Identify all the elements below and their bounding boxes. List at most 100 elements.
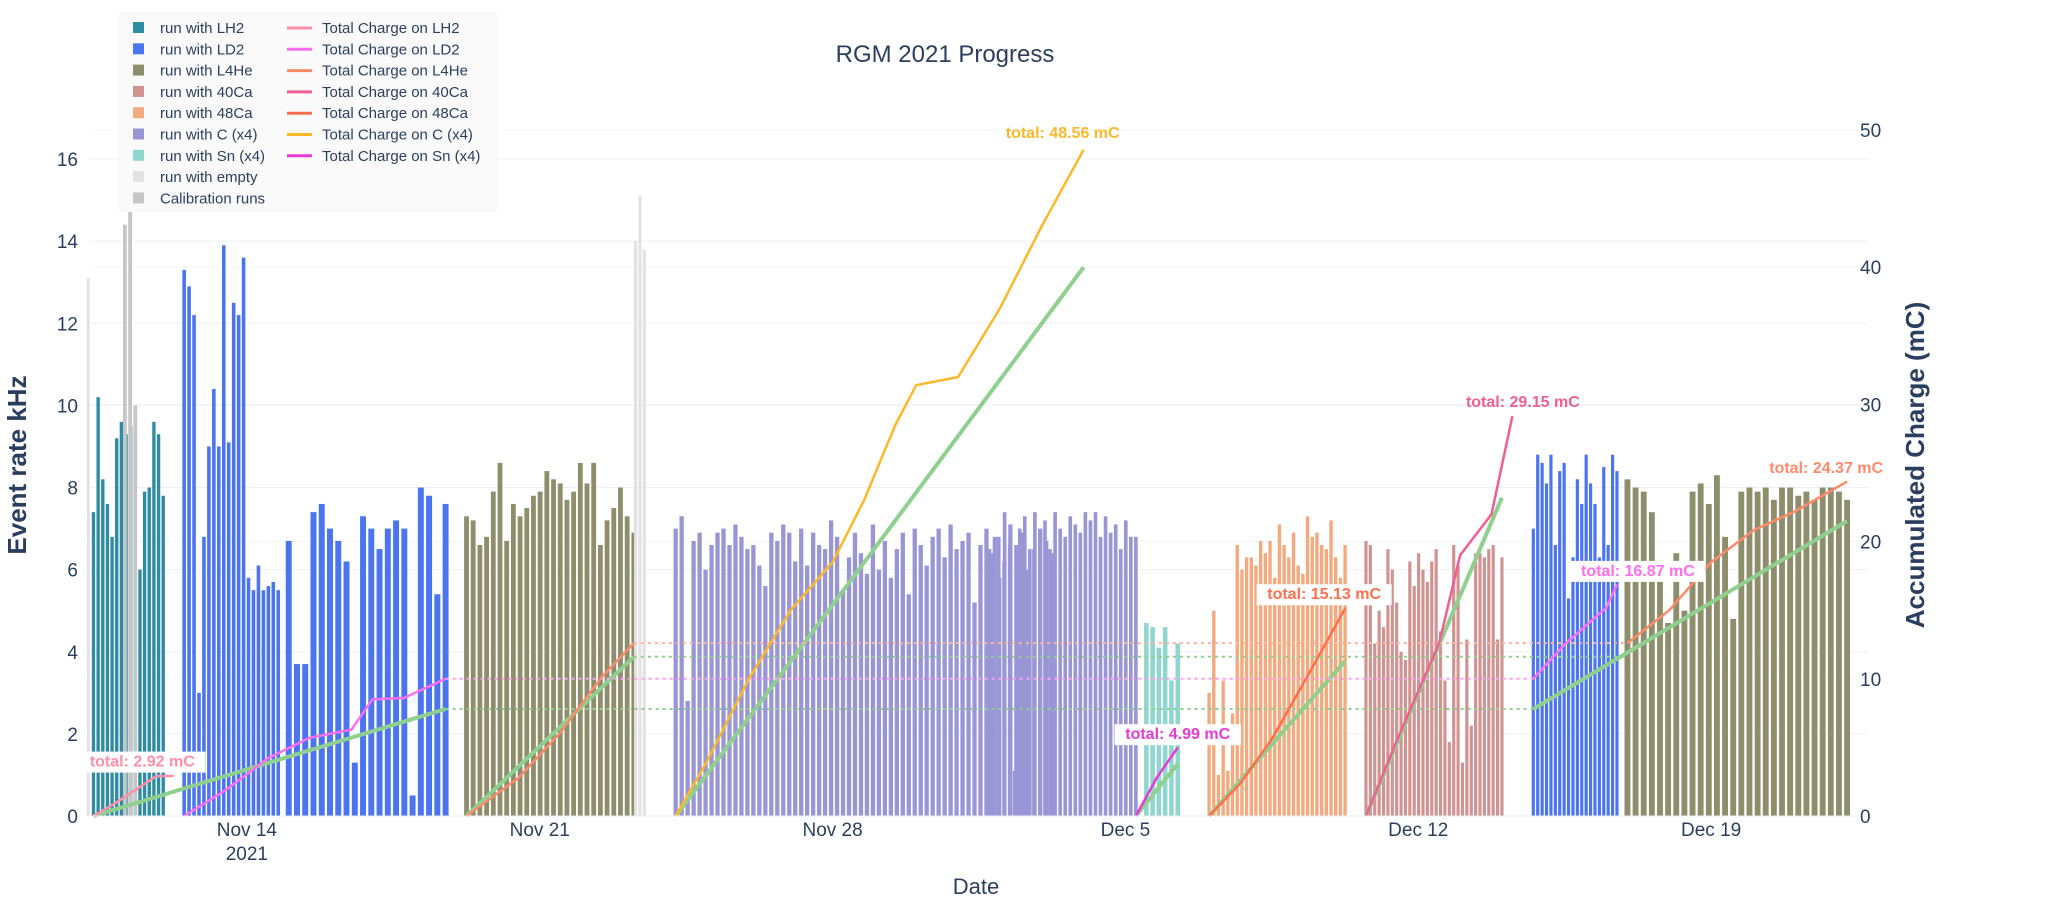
bar xyxy=(207,446,211,816)
charge-line xyxy=(1208,607,1347,817)
bar xyxy=(900,532,905,816)
bar xyxy=(434,594,441,816)
bar xyxy=(261,590,266,816)
y2-axis-ticks: 0 10 20 30 40 50 xyxy=(1860,121,1881,828)
legend-swatch xyxy=(133,149,144,161)
bar xyxy=(1487,549,1491,816)
bar xyxy=(1315,532,1319,816)
bar xyxy=(217,446,221,816)
bar xyxy=(624,516,630,816)
bar xyxy=(1562,462,1566,816)
legend-label: Total Charge on 48Ca xyxy=(322,105,469,122)
bar xyxy=(285,540,292,816)
bar xyxy=(1425,581,1429,816)
bar xyxy=(954,549,959,816)
bar xyxy=(1390,569,1394,816)
bar xyxy=(351,762,358,816)
charge-line xyxy=(1364,415,1514,817)
bar xyxy=(1230,713,1235,816)
bar xyxy=(1762,487,1769,816)
annotation-label: total: 29.15 mC xyxy=(1466,394,1580,411)
annotation-label: total: 16.87 mC xyxy=(1581,563,1695,580)
bar xyxy=(393,520,400,816)
bar xyxy=(984,528,989,816)
bar xyxy=(1465,639,1469,816)
annotation-label: total: 15.13 mC xyxy=(1267,586,1381,603)
y-tick-label: 16 xyxy=(57,150,78,171)
bar xyxy=(464,516,469,816)
bar xyxy=(510,503,516,816)
bar xyxy=(894,549,899,816)
bar xyxy=(1073,524,1078,816)
bar xyxy=(1093,512,1098,816)
bar xyxy=(368,528,375,816)
legend-label: Calibration runs xyxy=(160,190,265,207)
bar xyxy=(294,664,300,816)
bar xyxy=(110,536,114,816)
bar xyxy=(1043,520,1047,816)
bar xyxy=(1500,557,1504,816)
bar xyxy=(1430,561,1434,816)
bar xyxy=(793,561,798,816)
y2-tick-label: 30 xyxy=(1860,395,1881,416)
bar xyxy=(236,315,241,816)
bar xyxy=(642,249,646,816)
y-axis-title: Event rate kHz xyxy=(2,375,32,554)
bar xyxy=(1584,454,1588,816)
bar xyxy=(187,286,191,817)
bar xyxy=(544,471,550,816)
bar xyxy=(604,520,610,816)
bar xyxy=(335,540,342,816)
bar xyxy=(551,479,556,816)
bar xyxy=(697,532,702,816)
x-axis-ticks: Nov 14 2021 Nov 21 Nov 28 Dec 5 Dec 12 Dec 19 xyxy=(217,820,1741,865)
bar xyxy=(1738,491,1745,816)
bar xyxy=(1434,549,1438,816)
bar xyxy=(128,200,132,816)
bar xyxy=(1169,680,1174,816)
reference-line xyxy=(92,707,447,818)
bar xyxy=(1787,487,1794,816)
bar xyxy=(978,545,983,816)
legend-swatch xyxy=(133,107,144,119)
bar xyxy=(1575,479,1579,816)
bar xyxy=(1221,680,1225,816)
bar xyxy=(1827,487,1834,816)
bar xyxy=(1657,561,1663,816)
bar xyxy=(673,528,678,816)
bar xyxy=(906,594,911,816)
bar xyxy=(105,503,110,816)
annotations-layer: total: 2.92 mC total: 48.56 mC total: 4.99… xyxy=(79,125,1884,773)
bar xyxy=(1381,627,1386,816)
bar xyxy=(133,405,138,816)
bar xyxy=(1495,639,1500,816)
bar xyxy=(864,573,870,816)
bar xyxy=(1068,516,1073,816)
bar xyxy=(426,495,433,816)
bar xyxy=(1048,549,1052,816)
bar xyxy=(192,315,196,816)
bar xyxy=(497,462,503,816)
bar xyxy=(1022,516,1027,816)
bar xyxy=(584,483,590,816)
bar xyxy=(1540,462,1544,816)
bar xyxy=(226,442,231,816)
bar xyxy=(1282,545,1286,816)
bar xyxy=(1129,536,1133,816)
bar xyxy=(1273,577,1277,816)
bar xyxy=(119,421,124,816)
charge-line xyxy=(183,677,447,818)
bar xyxy=(787,532,792,816)
charge-line xyxy=(1532,583,1619,680)
bar xyxy=(1819,487,1826,816)
bar xyxy=(564,499,570,816)
bar xyxy=(1697,483,1704,816)
bar xyxy=(1268,540,1272,816)
x-tick-sublabel: 2021 xyxy=(226,844,268,865)
reference-line xyxy=(674,266,1086,818)
x-tick-label: Dec 19 xyxy=(1681,820,1741,841)
bar xyxy=(763,586,768,816)
bar xyxy=(1553,545,1557,816)
legend-label: Total Charge on Sn (x4) xyxy=(322,148,480,165)
